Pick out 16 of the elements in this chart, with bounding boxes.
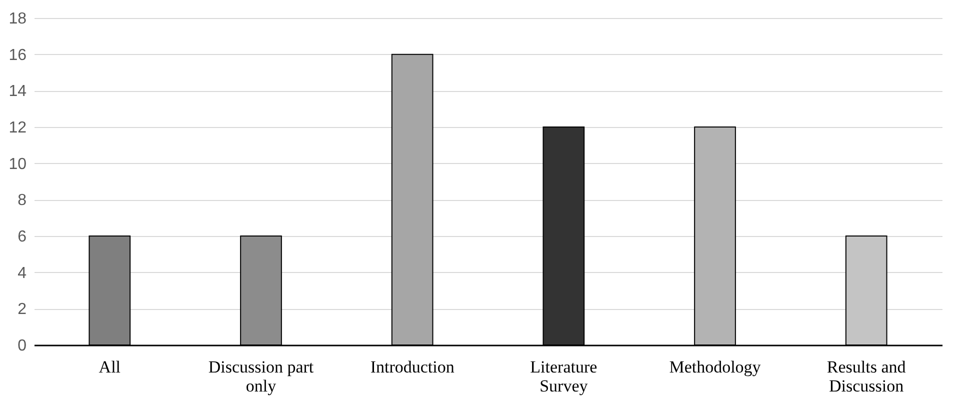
y-tick-label: 18 [8,10,27,28]
y-tick-label: 16 [8,46,27,64]
x-tick-label: Introduction [370,358,455,376]
y-tick-label: 6 [18,228,27,246]
y-tick-label: 2 [18,301,27,318]
x-tick-label: Results and Discussion [826,358,906,396]
x-tick-label: Literature Survey [530,358,598,396]
y-tick-label: 14 [8,83,27,100]
x-tick-label: Discussion part only [208,358,314,396]
y-tick-label: 12 [8,120,27,136]
x-tick-label: Methodology [669,358,762,376]
y-tick-label: 10 [8,156,27,173]
y-tick-label: 8 [18,192,27,210]
y-tick-label: 0 [18,338,27,354]
x-tick-label: All [98,358,121,376]
y-tick-label: 4 [18,264,27,282]
